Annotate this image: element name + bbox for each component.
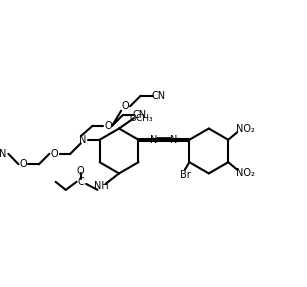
Text: O: O	[77, 166, 84, 176]
Text: O: O	[104, 121, 112, 131]
Text: N: N	[150, 135, 157, 145]
Text: O: O	[20, 159, 27, 169]
Text: O: O	[122, 101, 130, 111]
Text: NO₂: NO₂	[236, 168, 255, 178]
Text: C: C	[77, 177, 84, 187]
Text: NH: NH	[94, 181, 108, 191]
Text: N: N	[170, 135, 178, 145]
Text: CN: CN	[132, 110, 146, 120]
Text: N: N	[0, 149, 7, 159]
Text: O: O	[51, 149, 58, 159]
Text: NO₂: NO₂	[236, 124, 255, 134]
Text: CN: CN	[151, 91, 165, 101]
Text: OCH₃: OCH₃	[130, 114, 153, 123]
Text: Br: Br	[180, 170, 190, 180]
Text: N: N	[80, 135, 87, 145]
